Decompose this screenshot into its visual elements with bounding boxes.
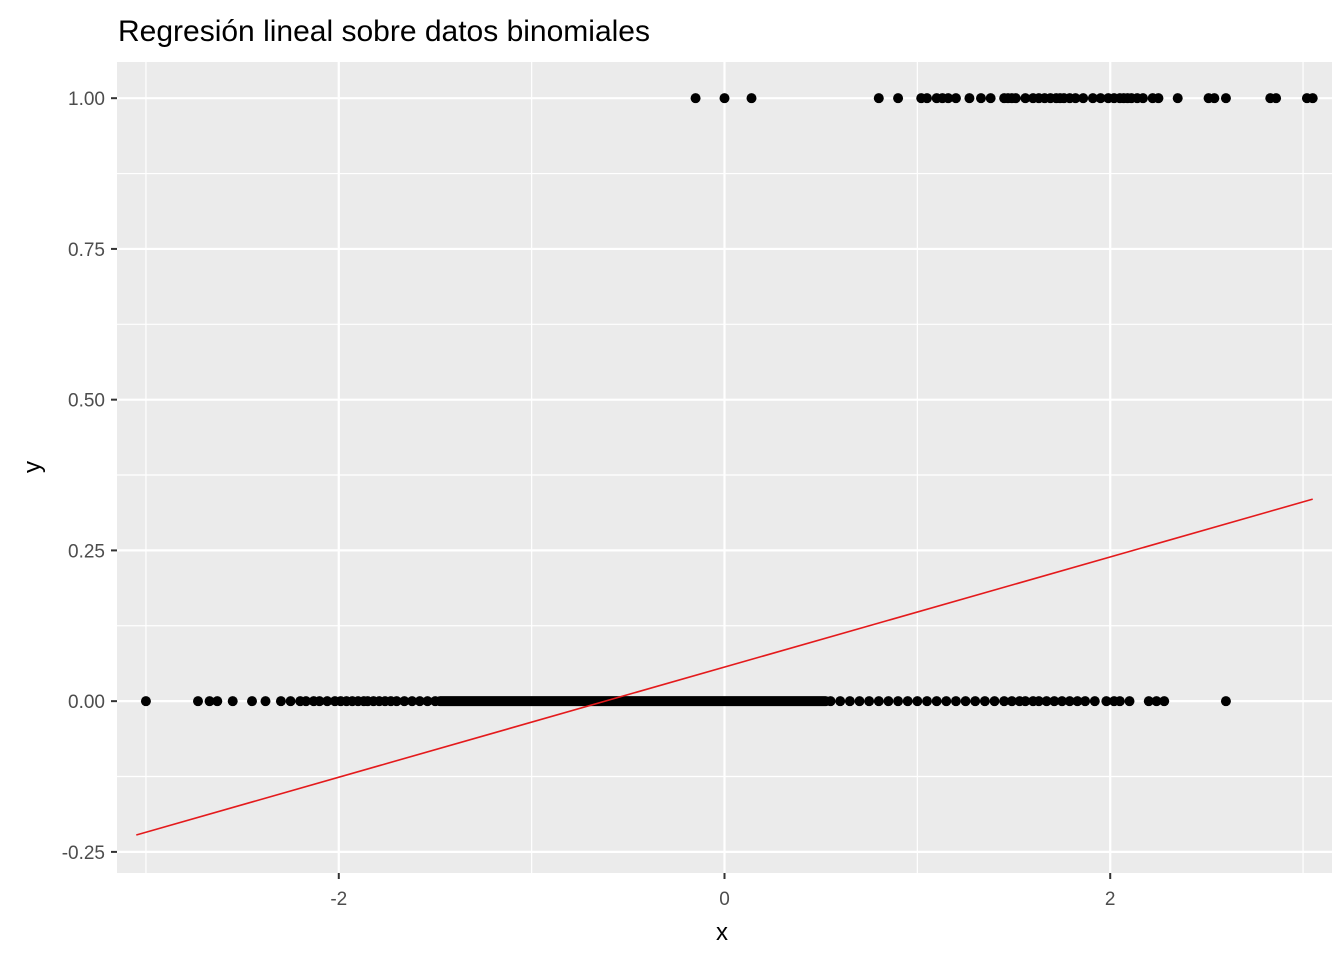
data-marks [136, 93, 1318, 836]
data-point [1220, 696, 1231, 707]
y-tick-label: 0.25 [68, 541, 105, 562]
data-point [922, 696, 932, 707]
data-point [979, 696, 990, 707]
y-tick-label: 1.00 [68, 89, 105, 110]
data-point [227, 696, 238, 707]
data-point [690, 93, 701, 104]
data-point [1271, 93, 1282, 104]
y-tick-label: 0.00 [68, 692, 105, 713]
data-point [970, 696, 981, 707]
y-axis-title: y [19, 461, 46, 473]
data-point [1172, 93, 1183, 104]
data-point [960, 696, 971, 707]
data-point [1153, 93, 1164, 104]
data-point [825, 696, 836, 707]
data-point [301, 696, 311, 707]
data-point [976, 93, 986, 104]
data-point [922, 93, 932, 104]
axis-ticks [111, 97, 1112, 879]
data-point [414, 696, 425, 707]
x-tick-label: -2 [330, 889, 347, 910]
data-point [873, 93, 884, 104]
data-point [1307, 93, 1318, 104]
data-point [407, 696, 418, 707]
data-point [314, 696, 325, 707]
data-point [391, 696, 402, 707]
data-point [285, 696, 296, 707]
data-point [844, 696, 855, 707]
data-point [746, 93, 757, 104]
data-point [854, 696, 865, 707]
y-tick-label: 0.50 [68, 391, 105, 412]
data-point [985, 93, 996, 104]
data-point [835, 696, 846, 707]
data-point [1095, 93, 1106, 104]
data-point [1041, 696, 1052, 707]
data-point [912, 696, 923, 707]
axis-tick-labels: -2 0 2 -0.25 0.00 0.25 0.50 0.75 1.00 [62, 89, 1116, 910]
data-point [1087, 93, 1098, 104]
data-point [1220, 93, 1231, 104]
data-point [1114, 696, 1125, 707]
data-point [422, 696, 433, 707]
data-point [1033, 696, 1044, 707]
data-point [193, 696, 203, 707]
data-point [1020, 93, 1031, 104]
data-point [140, 696, 151, 707]
data-point [1064, 696, 1075, 707]
data-point [1138, 93, 1148, 104]
data-point [950, 696, 961, 707]
data-point [322, 696, 333, 707]
data-point [1089, 696, 1100, 707]
data-point [1078, 93, 1089, 104]
data-point [931, 696, 942, 707]
data-point-band [435, 696, 831, 707]
data-point [893, 93, 904, 104]
data-point [1020, 696, 1031, 707]
data-point [1151, 696, 1162, 707]
data-point [1143, 696, 1154, 707]
data-point [1070, 93, 1081, 104]
x-tick-label: 0 [719, 889, 730, 910]
data-point [1049, 696, 1060, 707]
data-point [1010, 93, 1021, 104]
data-point [1101, 696, 1112, 707]
x-tick-label: 2 [1105, 889, 1116, 910]
data-point [1072, 696, 1083, 707]
data-point [989, 696, 1000, 707]
data-point [864, 696, 875, 707]
data-point [260, 696, 271, 707]
data-point [941, 696, 952, 707]
data-point [883, 696, 894, 707]
data-point [950, 93, 961, 104]
data-point [902, 696, 913, 707]
data-point [1124, 696, 1135, 707]
data-point [943, 93, 954, 104]
data-point [964, 93, 975, 104]
chart-title: Regresión lineal sobre datos binomiales [118, 15, 650, 48]
x-axis-title: x [716, 919, 728, 946]
regression-line [136, 498, 1313, 836]
data-point [204, 696, 215, 707]
data-point [275, 696, 286, 707]
data-point [1057, 696, 1067, 707]
data-point [1080, 696, 1091, 707]
data-point [247, 696, 257, 707]
data-point [893, 696, 904, 707]
data-point [212, 696, 223, 707]
y-tick-label: 0.75 [68, 240, 105, 261]
data-point [1159, 696, 1170, 707]
data-point [430, 696, 441, 707]
y-tick-label: -0.25 [62, 843, 105, 864]
data-point [399, 696, 410, 707]
data-point [719, 93, 730, 104]
data-point [1006, 696, 1017, 707]
data-point [999, 696, 1010, 707]
data-point [1209, 93, 1220, 104]
data-point [873, 696, 884, 707]
